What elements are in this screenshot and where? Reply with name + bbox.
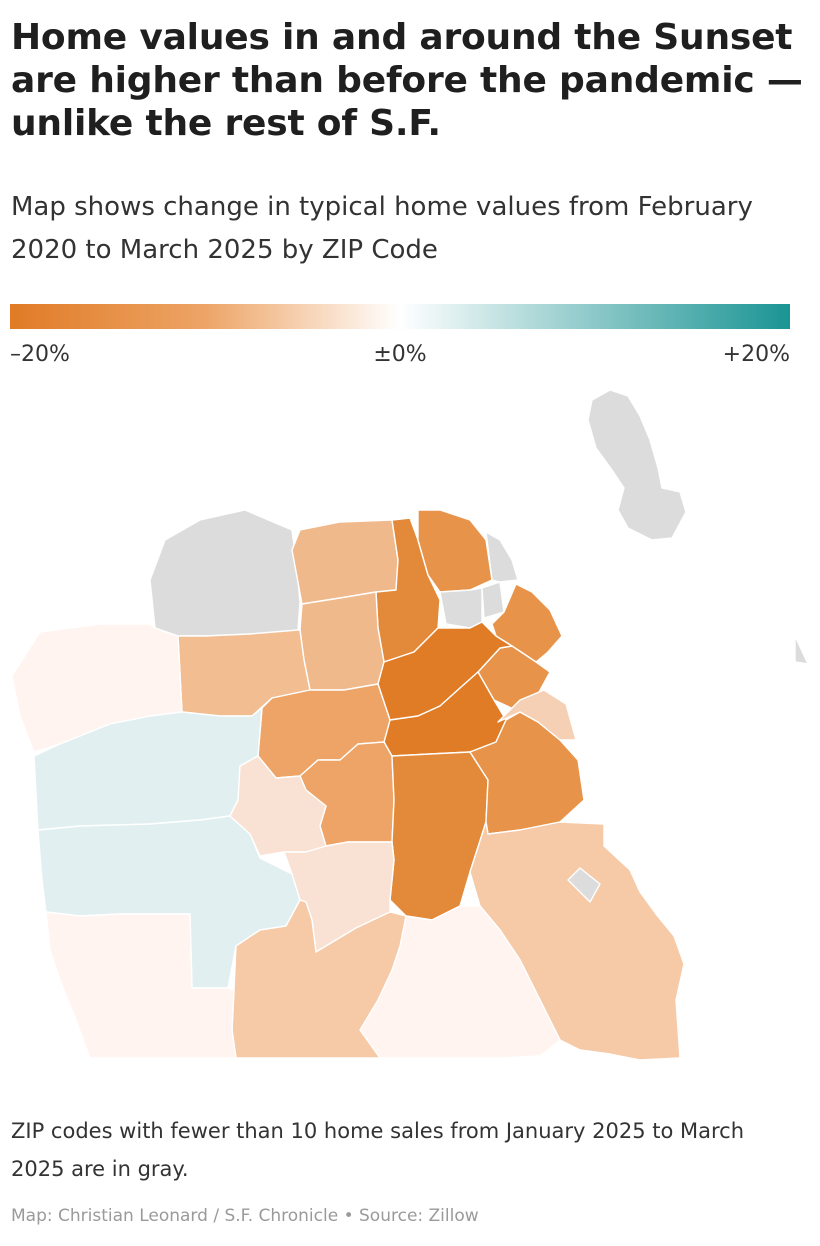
zip-94129-presidio[interactable] [149,509,301,637]
footnote: ZIP codes with fewer than 10 home sales … [11,1119,745,1181]
legend-gradient-bar [10,304,790,329]
sf-zip-map [11,389,809,1061]
color-legend: –20% ±0% +20% [10,304,790,374]
chart-subtitle: Map shows change in typical home values … [11,192,753,265]
zip-hunters-point-gray[interactable] [567,867,601,903]
chart-title: Home values in and around the Sunset are… [11,17,803,144]
zip-94105-rincon[interactable] [485,531,519,583]
zip-94124-dogpatch-strip[interactable] [497,689,577,741]
zip-94133-north-beach[interactable] [417,509,493,593]
zip-94112-ingleside[interactable] [231,899,407,1059]
zip-94111-financial[interactable] [439,587,483,629]
zip-94115-pacific-heights[interactable] [299,591,385,691]
legend-min-label: –20% [10,342,70,367]
source-credit: Map: Christian Leonard / S.F. Chronicle … [11,1206,479,1226]
zip-east-bay-edge [794,635,809,665]
legend-mid-label: ±0% [373,342,427,367]
legend-max-label: +20% [722,342,790,367]
zip-treasure-island[interactable] [587,389,687,541]
zip-94132-lake-merced[interactable] [45,911,237,1059]
zip-94104-downtown[interactable] [481,581,505,619]
zip-94110-mission[interactable] [389,751,489,921]
